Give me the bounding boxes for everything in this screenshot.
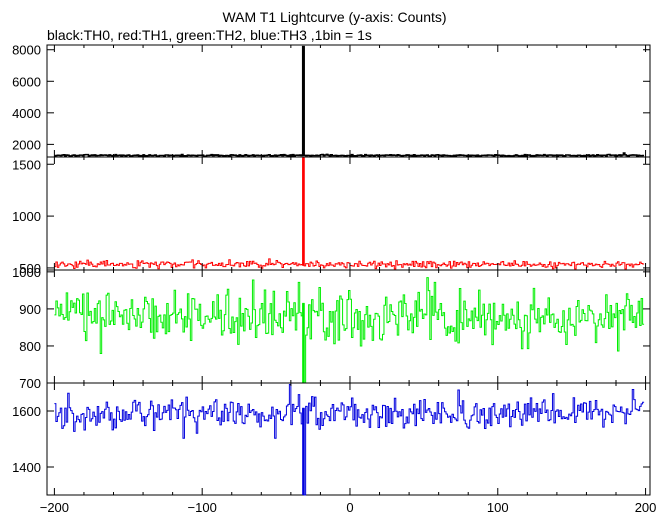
y-tick-label-th2: 1000 bbox=[12, 265, 41, 280]
y-tick-label-th3: 1400 bbox=[12, 460, 41, 475]
y-tick-label-th2: 800 bbox=[19, 339, 41, 354]
y-tick-label-th0: 6000 bbox=[12, 74, 41, 89]
chart-subtitle: black:TH0, red:TH1, green:TH2, blue:TH3 … bbox=[47, 27, 372, 43]
y-tick-label-th2: 700 bbox=[19, 376, 41, 391]
panel-frame-th1 bbox=[46, 156, 651, 271]
x-tick-label: 200 bbox=[635, 500, 657, 515]
x-tick-label: 0 bbox=[346, 500, 353, 515]
y-tick-label-th1: 1500 bbox=[12, 157, 41, 172]
y-tick-label-th0: 2000 bbox=[12, 137, 41, 152]
y-tick-label-th1: 1000 bbox=[12, 209, 41, 224]
y-tick-label-th0: 4000 bbox=[12, 106, 41, 121]
panel-frame-th3 bbox=[46, 382, 651, 496]
y-tick-label-th3: 1600 bbox=[12, 404, 41, 419]
y-tick-label-th0: 8000 bbox=[12, 43, 41, 58]
series-line-th0 bbox=[54, 45, 645, 158]
series-line-th2 bbox=[54, 277, 645, 384]
series-line-th1 bbox=[54, 157, 645, 270]
x-tick-label: −200 bbox=[40, 500, 69, 515]
x-tick-label: 100 bbox=[487, 500, 509, 515]
y-tick-label-th1: 500 bbox=[19, 261, 41, 276]
panel-frame-th0 bbox=[46, 44, 651, 158]
y-tick-label-th2: 900 bbox=[19, 302, 41, 317]
chart-title: WAM T1 Lightcurve (y-axis: Counts) bbox=[222, 9, 447, 25]
x-tick-label: −100 bbox=[188, 500, 217, 515]
series-line-th3 bbox=[54, 384, 645, 496]
